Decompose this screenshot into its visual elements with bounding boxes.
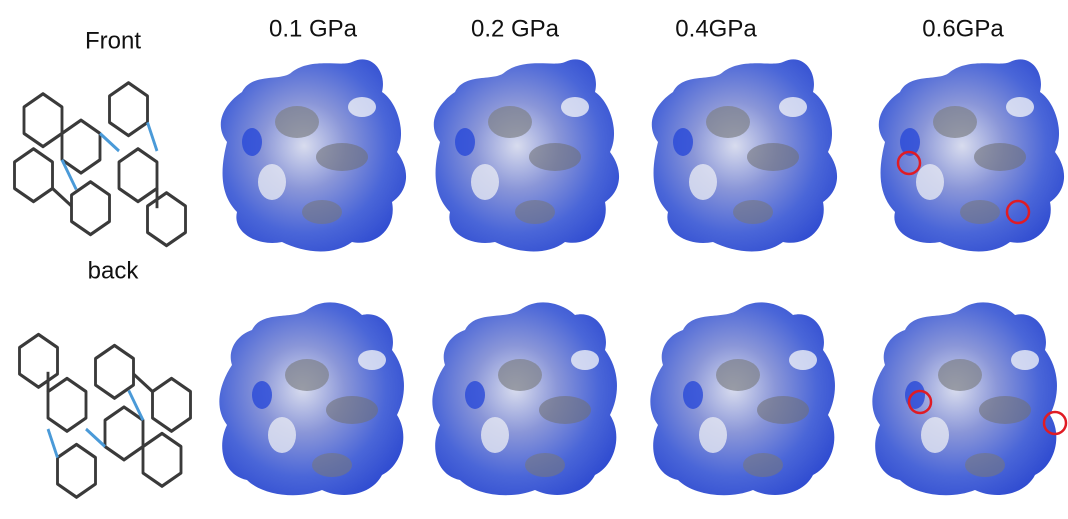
column-label: 0.4GPa [675,15,757,42]
surface [432,302,617,495]
surface [221,59,406,251]
surface [650,302,835,495]
figure: Front back 0.1 GPa 0.2 GPa 0.4GPa 0.6GPa [0,0,1068,514]
row-label: back [88,257,140,284]
molecule-back [19,334,190,497]
surface [219,302,404,495]
molecule-front [15,83,186,246]
row-label: Front [85,27,141,54]
surface [434,59,619,251]
surface [879,59,1064,251]
column-label: 0.6GPa [922,15,1004,42]
surface [872,302,1057,495]
column-label: 0.1 GPa [269,15,358,42]
column-label: 0.2 GPa [471,15,560,42]
surface [652,59,837,251]
page: {"figure": {"row_labels": ["Front", "bac… [0,0,1068,514]
